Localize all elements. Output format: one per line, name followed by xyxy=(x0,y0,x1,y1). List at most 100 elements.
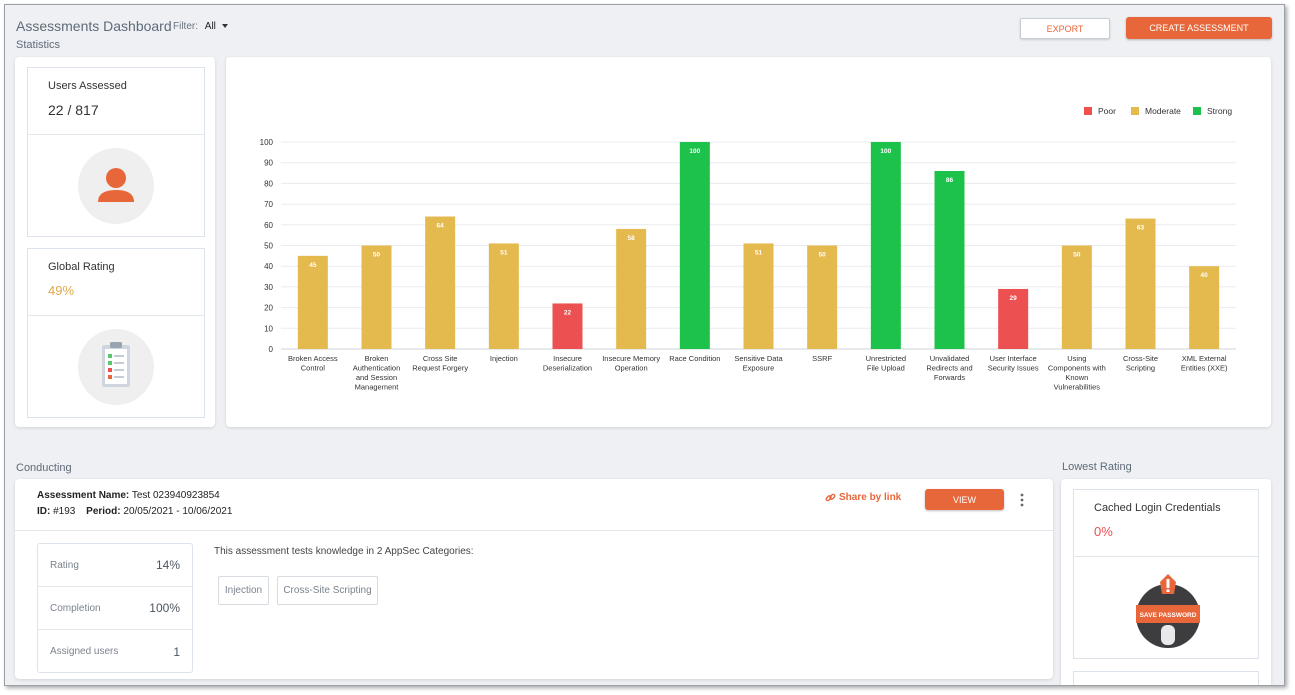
assessment-card: Assessment Name: Test 023940923854 ID: #… xyxy=(15,479,1053,679)
users-assessed-label: Users Assessed xyxy=(48,80,127,92)
stat-value: 100% xyxy=(149,601,180,615)
global-rating-label: Global Rating xyxy=(48,261,115,273)
create-assessment-button[interactable]: CREATE ASSESSMENT xyxy=(1126,17,1272,39)
y-tick-label: 100 xyxy=(260,138,274,147)
more-options-icon[interactable] xyxy=(1017,492,1027,508)
assessment-name-line: Assessment Name: Test 023940923854 xyxy=(37,490,220,501)
y-tick-label: 70 xyxy=(264,200,273,209)
stat-row-completion: Completion 100% xyxy=(38,587,192,630)
legend-moderate[interactable]: Moderate xyxy=(1131,106,1181,116)
filter-value: All xyxy=(204,21,216,32)
assessment-stats: Rating 14% Completion 100% Assigned user… xyxy=(37,543,193,673)
divider xyxy=(28,134,204,135)
lowest-rating-box: Cached Login Credentials 0% SAVE PASSWOR… xyxy=(1073,489,1259,659)
assessment-name-label: Assessment Name: xyxy=(37,490,130,501)
x-tick-label: Insecure Memory Operation xyxy=(602,354,660,373)
x-tick-label: Race Condition xyxy=(669,354,720,363)
filter-label: Filter: xyxy=(173,21,198,32)
lowest-rating-heading: Lowest Rating xyxy=(1062,461,1132,473)
bar-value-label: 50 xyxy=(373,252,381,259)
global-rating-box: Global Rating 49% xyxy=(27,248,205,418)
bar-value-label: 51 xyxy=(755,249,763,256)
bar xyxy=(679,142,710,349)
export-button[interactable]: EXPORT xyxy=(1020,18,1110,39)
assessment-description: This assessment tests knowledge in 2 App… xyxy=(214,546,474,557)
bar-value-label: 64 xyxy=(437,223,445,230)
users-assessed-value: 22 / 817 xyxy=(48,102,99,118)
legend-swatch xyxy=(1084,107,1092,115)
x-tick-label: Injection xyxy=(490,354,518,363)
legend-label: Strong xyxy=(1207,106,1233,116)
y-tick-label: 60 xyxy=(264,221,273,230)
bar xyxy=(616,228,647,349)
bar-chart: 0 10 20 30 40 50 60 70 80 90 100 45 Broken Access Con… xyxy=(260,138,1236,392)
x-tick-label: Unrestricted File Upload xyxy=(866,354,906,373)
bar xyxy=(807,245,838,349)
legend-strong[interactable]: Strong xyxy=(1193,106,1232,116)
bar-value-label: 50 xyxy=(1073,252,1081,259)
stats-card: Users Assessed 22 / 817 Global Rating 49… xyxy=(15,57,215,427)
legend-swatch xyxy=(1131,107,1139,115)
x-tick-label: SSRF xyxy=(812,354,832,363)
bar-value-label: 58 xyxy=(628,235,636,242)
caret-down-icon xyxy=(221,24,228,29)
divider xyxy=(15,530,1053,531)
user-icon xyxy=(78,148,154,224)
bar xyxy=(998,288,1029,349)
divider xyxy=(28,315,204,316)
bar-value-label: 100 xyxy=(689,148,700,155)
save-password-icon: SAVE PASSWORD xyxy=(1128,572,1208,652)
share-label: Share by link xyxy=(839,492,902,503)
bar-value-label: 100 xyxy=(880,148,891,155)
link-icon xyxy=(825,493,836,502)
x-tick-label: Unvalidated Redirects and Forwards xyxy=(926,354,972,382)
bar-value-label: 29 xyxy=(1010,295,1018,302)
assessment-period: 20/05/2021 - 10/06/2021 xyxy=(123,506,233,517)
x-tick-label: Using Components with Known Vulnerabilities xyxy=(1048,354,1106,392)
stat-label: Rating xyxy=(50,559,79,571)
y-tick-label: 30 xyxy=(264,283,273,292)
x-tick-label: Broken Authentication and Session Managemen… xyxy=(353,354,401,392)
stat-row-assigned-users: Assigned users 1 xyxy=(38,630,192,673)
bar-value-label: 40 xyxy=(1201,272,1209,279)
x-tick-label: Broken Access Control xyxy=(288,354,338,373)
filter-dropdown[interactable]: Filter: All xyxy=(173,21,228,32)
assessment-id-line: ID: #193 Period: 20/05/2021 - 10/06/2021 xyxy=(37,506,232,517)
assessment-period-label: Period: xyxy=(86,506,121,517)
bar xyxy=(870,142,901,349)
x-tick-label: User Interface Security Issues xyxy=(988,354,1039,373)
users-assessed-box: Users Assessed 22 / 817 xyxy=(27,67,205,237)
category-tag-cross-site-scripting: Cross-Site Scripting xyxy=(277,576,378,605)
stat-label: Assigned users xyxy=(50,646,119,657)
lowest-category-value: 0% xyxy=(1094,524,1113,539)
y-tick-label: 90 xyxy=(264,159,273,168)
bar xyxy=(1061,245,1092,349)
statistics-heading: Statistics xyxy=(16,39,61,51)
bar-value-label: 45 xyxy=(309,262,317,269)
legend-poor[interactable]: Poor xyxy=(1084,106,1116,116)
y-tick-label: 10 xyxy=(264,324,273,333)
bar-value-label: 51 xyxy=(500,249,508,256)
share-by-link[interactable]: Share by link xyxy=(825,492,901,503)
legend-label: Poor xyxy=(1098,106,1116,116)
dashboard-window: Assessments Dashboard Filter: All EXPORT… xyxy=(4,4,1285,686)
stat-row-rating: Rating 14% xyxy=(38,544,192,587)
assessment-name: Test 023940923854 xyxy=(131,490,220,501)
lowest-category-name: Cached Login Credentials xyxy=(1094,502,1221,514)
legend-label: Moderate xyxy=(1145,106,1181,116)
stat-value: 1 xyxy=(173,644,180,659)
x-tick-label: Cross-Site Scripting xyxy=(1123,354,1158,373)
x-tick-label: Cross Site Request Forgery xyxy=(412,354,468,373)
save-password-badge-text: SAVE PASSWORD xyxy=(1140,612,1197,619)
lowest-rating-card: Cached Login Credentials 0% SAVE PASSWOR… xyxy=(1061,479,1271,685)
bar xyxy=(488,243,519,349)
bar xyxy=(425,216,456,349)
lowest-rating-next-box xyxy=(1073,671,1259,685)
chart-card: Poor Moderate Strong 0 10 20 30 40 50 60 70 80 90… xyxy=(226,57,1271,427)
divider xyxy=(1074,556,1258,557)
conducting-heading: Conducting xyxy=(16,462,72,474)
y-tick-label: 20 xyxy=(264,304,273,313)
x-tick-label: Sensitive Data Exposure xyxy=(734,354,783,373)
view-button[interactable]: VIEW xyxy=(925,489,1004,510)
bar-value-label: 22 xyxy=(564,309,572,316)
